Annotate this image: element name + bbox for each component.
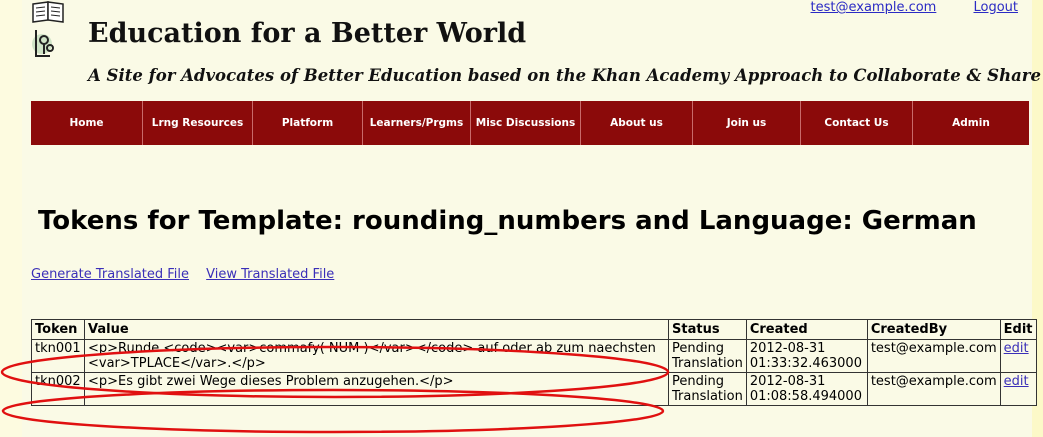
page-right-margin	[1032, 0, 1043, 437]
cell-value: <p>Es gibt zwei Wege dieses Problem anzu…	[84, 372, 669, 406]
page-title: Tokens for Template: rounding_numbers an…	[38, 206, 977, 236]
cell-edit: edit	[999, 339, 1037, 373]
page-left-margin	[0, 0, 22, 437]
nav-item-platform[interactable]: Platform	[253, 101, 363, 145]
nav-item-about-us[interactable]: About us	[581, 101, 693, 145]
cell-value: <p>Runde <code><var>commafy( NUM )</var>…	[84, 339, 669, 373]
action-links: Generate Translated File View Translated…	[31, 267, 347, 282]
generate-translated-file-link[interactable]: Generate Translated File	[31, 267, 190, 282]
site-title: Education for a Better World	[88, 18, 527, 49]
column-header-created: Created	[745, 319, 868, 340]
user-links: test@example.com Logout	[778, 0, 1018, 15]
edit-link[interactable]: edit	[1003, 341, 1029, 356]
nav-item-learners-prgms[interactable]: Learners/Prgms	[363, 101, 471, 145]
column-header-status: Status	[668, 319, 747, 340]
nav-item-lrng-resources[interactable]: Lrng Resources	[143, 101, 253, 145]
logout-link[interactable]: Logout	[973, 0, 1018, 15]
book-logo-icon	[32, 1, 64, 57]
cell-created-by: test@example.com	[866, 339, 1001, 373]
edit-link[interactable]: edit	[1003, 374, 1029, 389]
main-nav: Home Lrng Resources Platform Learners/Pr…	[31, 101, 1029, 145]
cell-status: Pending Translation	[668, 372, 747, 406]
user-email-link[interactable]: test@example.com	[810, 0, 937, 15]
cell-status: Pending Translation	[668, 339, 747, 373]
table-header-row: Token Value Status Created CreatedBy Edi…	[31, 319, 1037, 340]
table-row: tkn001 <p>Runde <code><var>commafy( NUM …	[31, 339, 1037, 373]
table-row: tkn002 <p>Es gibt zwei Wege dieses Probl…	[31, 372, 1037, 406]
cell-created-by: test@example.com	[866, 372, 1001, 406]
column-header-edit: Edit	[999, 319, 1037, 340]
tokens-table: Token Value Status Created CreatedBy Edi…	[31, 319, 1037, 406]
column-header-value: Value	[84, 319, 669, 340]
column-header-created-by: CreatedBy	[866, 319, 1001, 340]
nav-item-join-us[interactable]: Join us	[693, 101, 801, 145]
site-subtitle: A Site for Advocates of Better Education…	[88, 66, 1041, 85]
cell-token: tkn002	[31, 372, 85, 406]
nav-item-contact-us[interactable]: Contact Us	[801, 101, 913, 145]
cell-created: 2012-08-31 01:08:58.494000	[745, 372, 868, 406]
column-header-token: Token	[31, 319, 85, 340]
nav-item-misc-discussions[interactable]: Misc Discussions	[471, 101, 581, 145]
nav-item-admin[interactable]: Admin	[952, 117, 990, 129]
view-translated-file-link[interactable]: View Translated File	[206, 267, 335, 282]
cell-token: tkn001	[31, 339, 85, 373]
cell-edit: edit	[999, 372, 1037, 406]
cell-created: 2012-08-31 01:33:32.463000	[745, 339, 868, 373]
nav-item-home[interactable]: Home	[31, 101, 143, 145]
